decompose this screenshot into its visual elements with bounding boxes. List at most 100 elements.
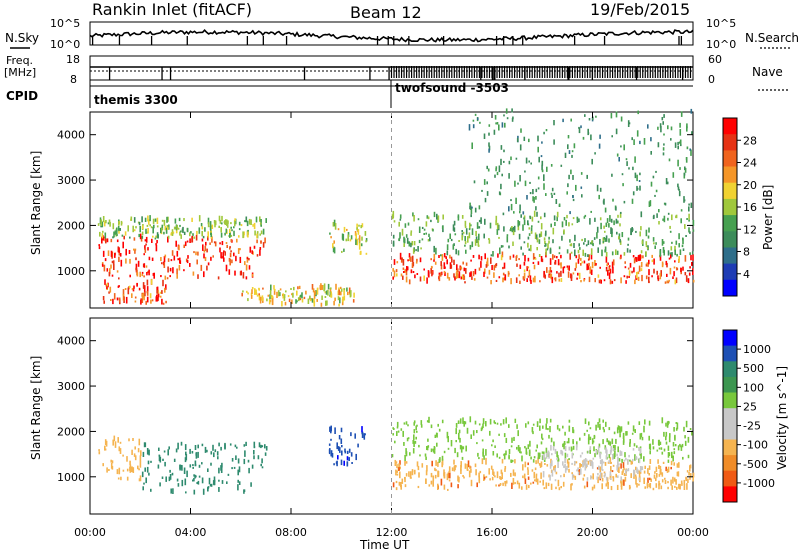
heatmap-cell [532,431,534,435]
heatmap-cell [660,126,662,133]
heatmap-cell [344,448,346,452]
heatmap-cell [160,275,162,278]
heatmap-cell [413,470,416,473]
heatmap-cell [412,271,415,273]
heatmap-cell [665,436,667,441]
heatmap-cell [338,289,340,296]
heatmap-cell [413,429,416,434]
heatmap-cell [669,225,671,229]
heatmap-cell [220,232,223,238]
heatmap-cell [155,243,157,246]
heatmap-cell [332,243,334,249]
heatmap-cell [134,446,136,450]
heatmap-cell [332,246,335,253]
heatmap-cell [586,463,588,468]
heatmap-cell [606,438,608,443]
heatmap-cell [453,220,456,226]
heatmap-cell [334,297,336,302]
heatmap-cell [500,477,502,480]
heatmap-cell [529,275,532,282]
heatmap-cell [688,203,690,206]
heatmap-cell [673,451,676,455]
heatmap-cell [244,220,246,223]
heatmap-cell [560,475,562,478]
heatmap-cell [635,456,638,460]
heatmap-cell [404,269,406,273]
heatmap-cell [455,248,457,255]
heatmap-cell [123,295,125,301]
heatmap-cell [295,299,297,304]
heatmap-cell [621,471,624,475]
heatmap-cell [399,218,402,221]
heatmap-cell [532,196,534,202]
heatmap-cell [592,457,595,460]
heatmap-cell [551,276,554,284]
heatmap-cell [587,264,590,270]
heatmap-cell [508,272,510,275]
heatmap-cell [604,237,607,242]
heatmap-cell [532,481,535,484]
heatmap-cell [568,446,571,451]
heatmap-cell [549,418,552,423]
heatmap-cell [556,271,558,274]
heatmap-cell [676,422,679,430]
heatmap-cell [484,197,487,203]
heatmap-cell [416,424,418,427]
heatmap-cell [340,427,343,433]
heatmap-cell [610,461,612,464]
heatmap-cell [500,469,503,474]
heatmap-cell [595,424,597,431]
heatmap-cell [686,218,688,220]
heatmap-cell [221,241,224,246]
heatmap-cell [340,459,343,466]
heatmap-cell [184,478,187,486]
heatmap-cell [638,477,641,481]
heatmap-cell [261,466,264,469]
heatmap-cell [670,138,672,141]
heatmap-cell [541,141,543,144]
heatmap-cell [172,231,175,234]
noise-right-tick-bottom: 10^0 [706,38,736,51]
heatmap-cell [145,265,148,268]
heatmap-cell [525,447,528,454]
heatmap-cell [541,437,544,441]
heatmap-cell [462,231,465,234]
heatmap-cell [587,460,590,465]
heatmap-cell [539,425,541,431]
heatmap-cell [142,486,144,491]
heatmap-cell [626,161,628,166]
heatmap-cell [146,272,148,276]
heatmap-cell [566,465,568,471]
heatmap-cell [562,425,564,429]
heatmap-cell [689,476,691,480]
heatmap-cell [656,449,659,452]
heatmap-cell [141,273,144,277]
heatmap-cell [176,225,178,230]
heatmap-cell [570,251,573,254]
heatmap-cell [220,467,223,473]
heatmap-cell [549,463,552,469]
heatmap-cell [337,296,340,301]
heatmap-cell [574,234,576,242]
heatmap-cell [529,192,532,195]
heatmap-cell [668,436,671,443]
heatmap-cell [177,442,179,450]
heatmap-cell [360,243,363,247]
heatmap-cell [583,242,585,245]
heatmap-cell [464,241,467,245]
heatmap-cell [149,215,151,222]
heatmap-cell [530,162,532,165]
heatmap-cell [478,226,481,229]
heatmap-cell [563,229,565,234]
heatmap-cell [161,227,163,231]
colorbar-swatch [723,330,737,347]
heatmap-cell [510,156,512,161]
heatmap-cell [502,272,505,276]
heatmap-cell [112,439,114,446]
heatmap-cell [521,486,523,490]
heatmap-cell [210,230,212,237]
heatmap-cell [412,248,415,254]
heatmap-cell [243,444,246,447]
heatmap-cell [143,296,145,301]
heatmap-cell [448,277,451,281]
